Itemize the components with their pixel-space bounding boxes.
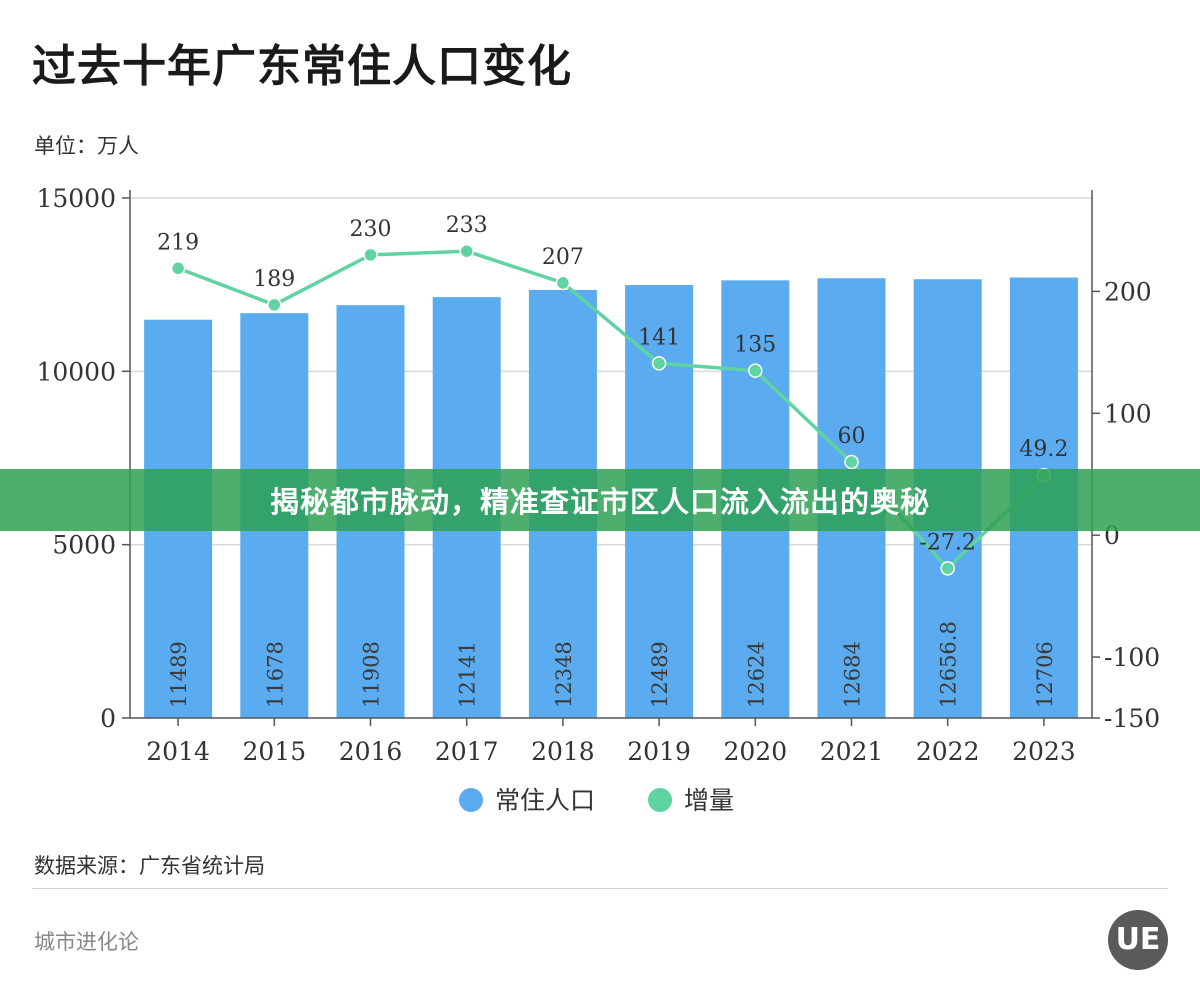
- increment-point-2018: [555, 275, 571, 291]
- x-tick-label: 2019: [627, 737, 691, 766]
- brand-logo: UE: [1108, 910, 1168, 970]
- right-tick-label: -100: [1104, 643, 1160, 672]
- increment-value-label: 60: [838, 424, 866, 449]
- bar-value-label: 12624: [744, 641, 768, 708]
- unit-label: 单位：万人: [34, 134, 139, 158]
- increment-value-label: 141: [638, 325, 680, 350]
- bar-value-label: 11678: [263, 641, 287, 708]
- increment-value-label: 49.2: [1019, 437, 1068, 462]
- bar-value-label: 12684: [841, 641, 865, 708]
- increment-point-2016: [363, 247, 378, 263]
- bar-value-label: 12489: [648, 641, 672, 708]
- brand-name: 城市进化论: [34, 930, 139, 954]
- right-tick-label: 100: [1104, 399, 1152, 428]
- bar-value-label: 11489: [167, 641, 191, 708]
- bar-value-label: 11908: [360, 641, 384, 708]
- increment-point-2017: [459, 243, 474, 259]
- bar-value-label: 12141: [456, 641, 480, 708]
- increment-value-label: 207: [542, 245, 584, 270]
- legend-swatch-increment: [648, 788, 672, 812]
- increment-value-label: 189: [253, 267, 295, 292]
- left-tick-label: 5000: [52, 531, 116, 560]
- left-tick-label: 0: [100, 704, 116, 733]
- left-tick-label: 15000: [36, 184, 116, 213]
- x-tick-label: 2020: [723, 737, 787, 766]
- x-tick-label: 2018: [531, 737, 595, 766]
- increment-point-2020: [748, 363, 763, 378]
- page-title: 过去十年广东常住人口变化: [32, 41, 572, 92]
- legend-label-increment: 增量: [684, 786, 734, 815]
- right-tick-label: 200: [1104, 277, 1152, 306]
- legend-swatch-population: [459, 788, 483, 812]
- x-tick-label: 2021: [820, 737, 884, 766]
- x-tick-label: 2023: [1012, 737, 1076, 766]
- footer-divider: [32, 888, 1168, 889]
- data-source: 数据来源：广东省统计局: [34, 854, 265, 878]
- increment-point-2015: [267, 297, 282, 313]
- increment-point-2021: [844, 454, 859, 470]
- bar-value-label: 12348: [552, 641, 576, 708]
- increment-point-2014: [170, 261, 186, 276]
- x-tick-label: 2014: [146, 737, 210, 766]
- x-tick-label: 2015: [242, 737, 306, 766]
- bar-value-label: 12706: [1033, 641, 1057, 708]
- increment-value-label: -27.2: [919, 530, 975, 555]
- x-tick-label: 2022: [916, 737, 980, 766]
- increment-value-label: 219: [157, 230, 199, 255]
- bar-value-label: 12656.8: [937, 621, 961, 708]
- x-tick-label: 2016: [339, 737, 403, 766]
- increment-point-2019: [651, 356, 667, 371]
- increment-point-2022: [940, 561, 955, 576]
- headline-banner: 揭秘都市脉动，精准查证市区人口流入流出的奥秘: [0, 469, 1200, 531]
- banner-text: 揭秘都市脉动，精准查证市区人口流入流出的奥秘: [269, 485, 930, 519]
- right-tick-label: -150: [1104, 704, 1160, 733]
- increment-value-label: 230: [350, 217, 392, 242]
- increment-value-label: 135: [734, 333, 776, 358]
- left-tick-label: 10000: [36, 357, 116, 386]
- x-tick-label: 2017: [435, 737, 499, 766]
- legend-label-population: 常住人口: [495, 786, 595, 815]
- increment-value-label: 233: [446, 213, 488, 238]
